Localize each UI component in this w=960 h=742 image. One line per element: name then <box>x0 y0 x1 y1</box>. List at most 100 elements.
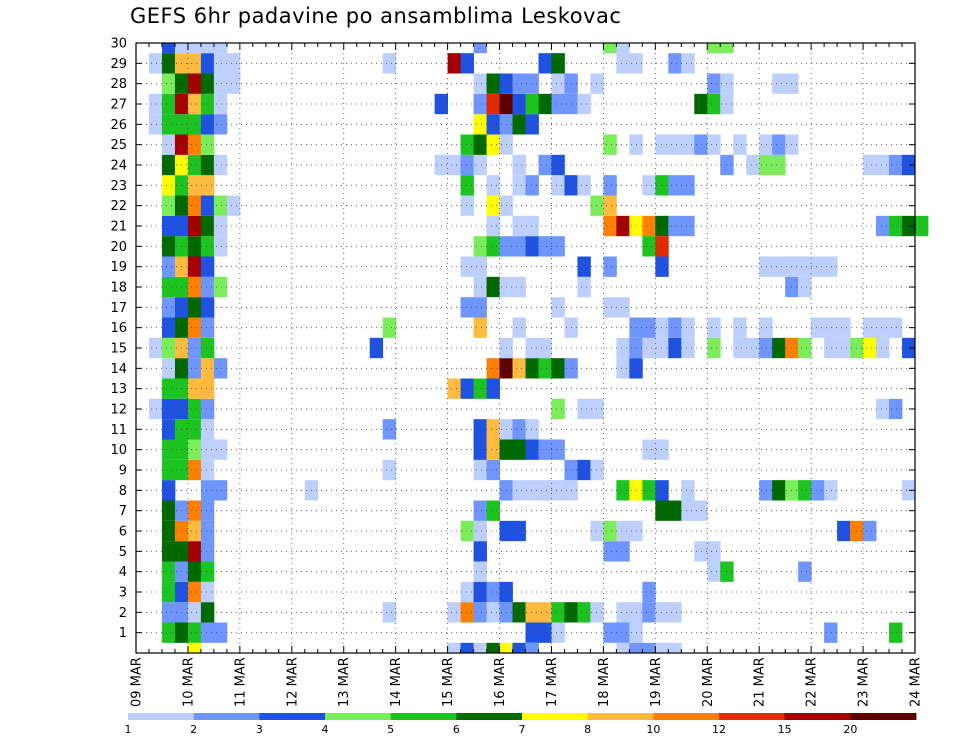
precip-cell <box>707 337 721 359</box>
colorbar-label: 8 <box>584 723 591 736</box>
precip-cell <box>668 317 682 338</box>
precip-cell <box>161 73 176 94</box>
precip-cell <box>629 642 643 653</box>
precip-cell <box>161 276 176 298</box>
precip-cell <box>161 43 176 54</box>
x-tick-label: 14 MAR <box>389 657 404 707</box>
precip-cell <box>616 622 630 643</box>
precip-cell <box>187 581 202 603</box>
precip-cell <box>213 43 228 54</box>
precip-cell <box>460 53 474 74</box>
x-tick-label: 16 MAR <box>493 657 508 707</box>
precip-cell <box>187 154 202 176</box>
precip-cell <box>655 439 669 460</box>
precip-cell <box>655 337 669 359</box>
precip-cell <box>161 439 176 460</box>
precip-cell <box>460 378 474 399</box>
colorbar-swatch <box>522 713 589 720</box>
colorbar-swatch <box>653 713 720 720</box>
precip-cell <box>161 93 176 115</box>
precip-cell <box>473 154 487 176</box>
precip-cell <box>525 419 539 440</box>
colorbar-swatch <box>587 713 654 720</box>
precip-cell <box>512 480 526 501</box>
precip-cell <box>603 297 617 318</box>
y-tick-label: 6 <box>119 525 127 540</box>
y-tick-label: 28 <box>110 77 127 92</box>
precip-cell <box>161 419 176 440</box>
precip-cell <box>447 642 461 653</box>
colorbar-label: 2 <box>190 723 197 736</box>
precip-cell <box>707 317 721 338</box>
precip-cell <box>460 134 474 155</box>
precip-cell <box>161 541 176 562</box>
precip-cell <box>226 53 241 74</box>
precip-cell <box>187 459 202 481</box>
precip-cell <box>486 459 500 481</box>
precip-cell <box>161 53 176 74</box>
precip-cell <box>668 642 682 653</box>
precip-cell <box>187 276 202 298</box>
precip-cell <box>525 215 539 237</box>
precip-cell <box>161 602 176 623</box>
precip-cell <box>707 93 721 115</box>
x-tick-label: 19 MAR <box>649 657 664 707</box>
precip-cell <box>213 53 228 74</box>
precip-cell <box>525 480 539 501</box>
precip-cell <box>811 256 825 277</box>
precip-cell <box>772 256 786 277</box>
precip-cell <box>889 154 903 176</box>
precip-cell <box>499 642 513 653</box>
precip-cell <box>460 195 474 216</box>
precip-cell <box>603 195 617 216</box>
precip-cell <box>616 520 630 542</box>
precip-cell <box>694 541 708 562</box>
precip-cell <box>200 541 215 562</box>
precip-cell <box>863 520 877 542</box>
precip-cell <box>603 256 617 277</box>
precip-cell <box>200 520 215 542</box>
precip-cell <box>707 43 721 54</box>
precip-cell <box>876 337 890 359</box>
precip-cell <box>382 602 397 623</box>
precip-cell <box>642 602 656 623</box>
precip-cell <box>161 398 176 420</box>
precip-cell <box>213 622 228 643</box>
colorbar-swatch <box>325 713 392 720</box>
precip-cell <box>187 358 202 379</box>
precip-cell <box>668 134 682 155</box>
precip-cell <box>668 175 682 196</box>
precip-cell <box>213 93 228 115</box>
precip-cell <box>642 480 656 501</box>
precip-cell <box>200 134 215 155</box>
precip-cell <box>551 480 565 501</box>
precip-cell <box>161 500 176 521</box>
x-tick-label: 24 MAR <box>909 657 924 707</box>
precip-cell <box>161 134 176 155</box>
precip-cell <box>187 134 202 155</box>
precip-cell <box>486 642 500 653</box>
precip-cell <box>486 134 500 155</box>
x-tick-label: 15 MAR <box>441 657 456 707</box>
precip-cell <box>681 175 695 196</box>
precip-cell <box>772 337 786 359</box>
precip-cell <box>616 297 630 318</box>
precip-cell <box>681 215 695 237</box>
precip-cell <box>473 561 487 582</box>
precip-cell <box>213 114 228 135</box>
precip-cell <box>473 73 487 94</box>
precip-cell <box>161 480 176 501</box>
y-tick-label: 9 <box>119 464 127 479</box>
precip-cell <box>538 337 552 359</box>
precip-cell <box>616 358 630 379</box>
precip-cell <box>642 581 656 603</box>
precip-cell <box>200 154 215 176</box>
y-tick-label: 8 <box>119 484 127 499</box>
precip-cell <box>473 317 487 338</box>
precip-cell <box>746 337 760 359</box>
precip-cell <box>161 297 176 318</box>
precip-cell <box>668 602 682 623</box>
precip-cell <box>798 256 812 277</box>
precip-cell <box>681 480 695 501</box>
precip-cell <box>603 622 617 643</box>
